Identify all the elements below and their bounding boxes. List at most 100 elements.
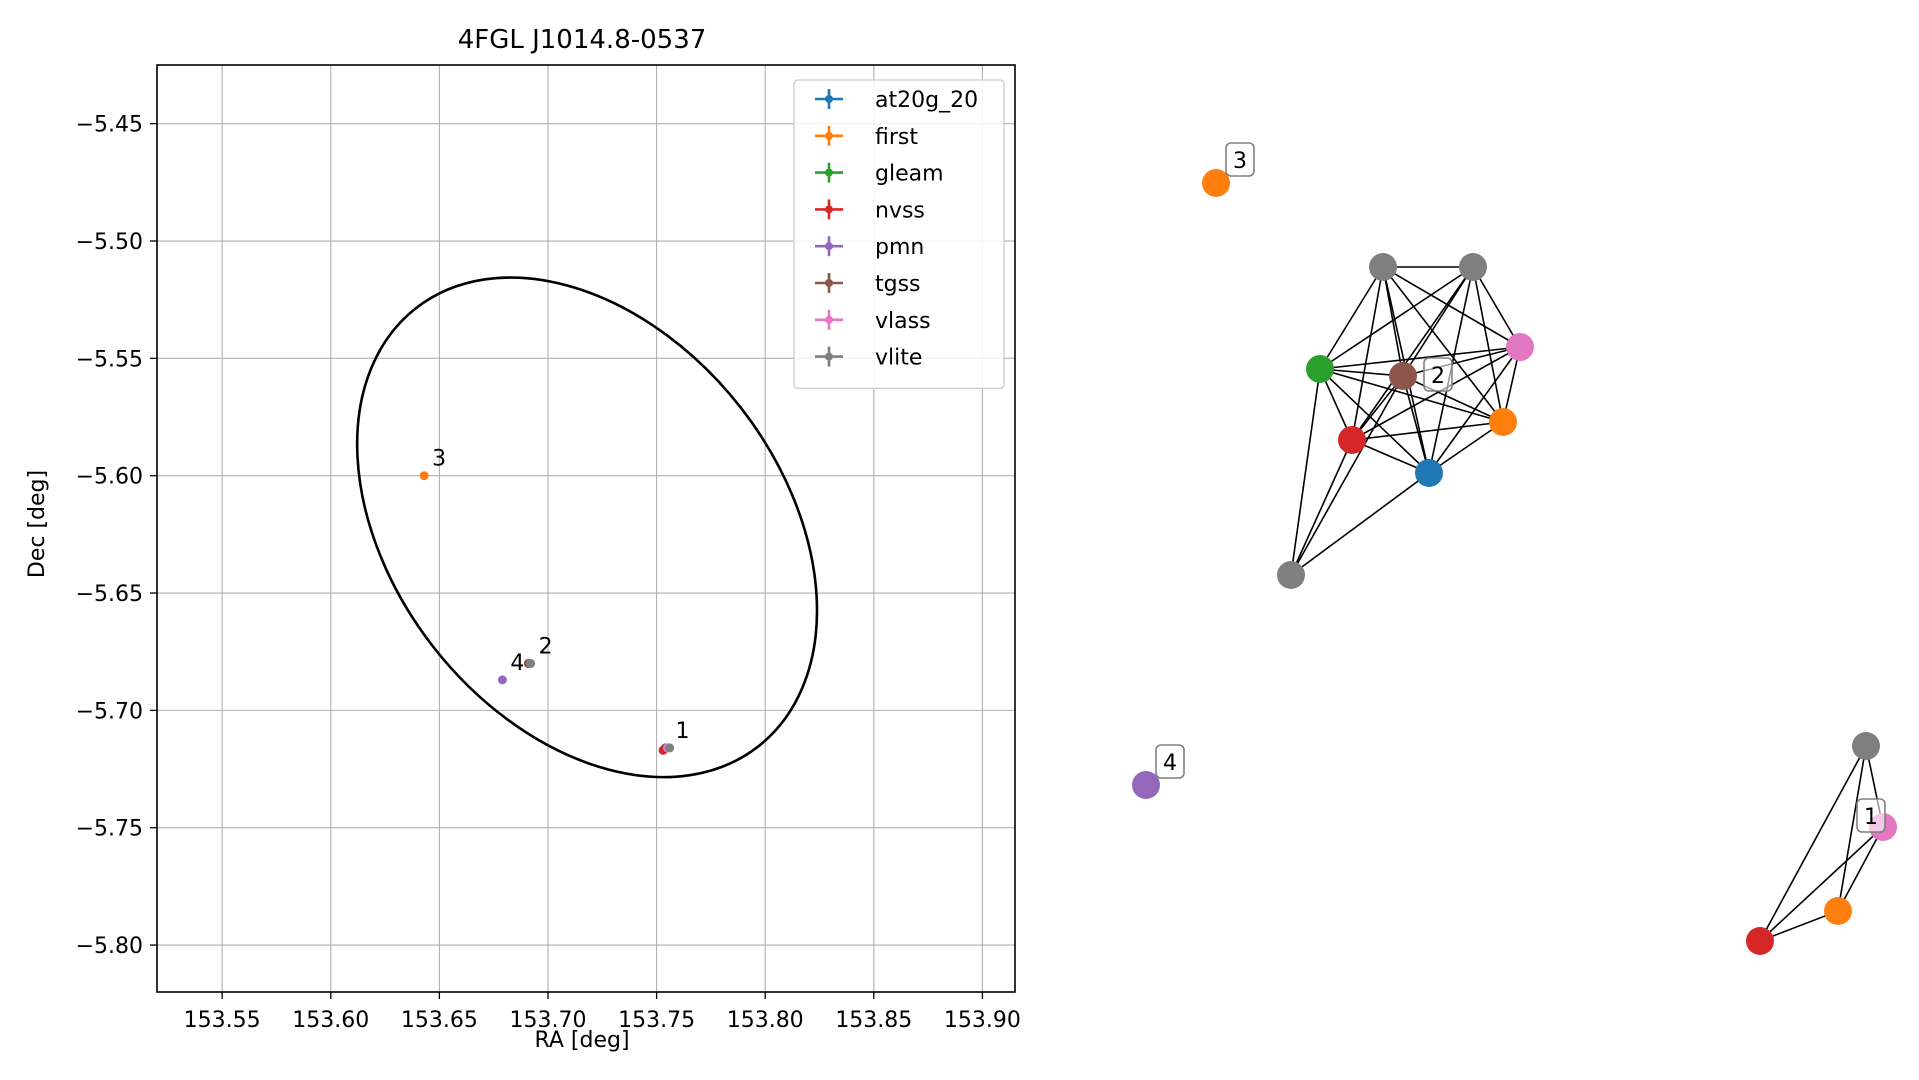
points-layer [419,471,675,755]
network-edge [1319,346,1521,370]
legend-label: vlass [875,309,931,334]
network-node [1277,561,1305,589]
network-edge [1351,346,1521,441]
network-edge [1319,266,1384,370]
network-edge [1759,745,1867,942]
network-edge [1290,375,1404,576]
network-label: 1 [1864,805,1878,830]
x-tick-label: 153.90 [944,1008,1021,1033]
network-edge [1319,266,1474,370]
network-node [1306,355,1334,383]
y-tick-label: −5.55 [76,347,143,372]
chart-title: 4FGL J1014.8-0537 [458,25,707,55]
point-annotation: 2 [539,634,553,659]
network-label-box [1856,798,1886,833]
legend-label: at20g_20 [875,88,978,113]
point-annotation: 1 [675,719,689,744]
network-edge [1837,745,1867,912]
network-node [1489,408,1517,436]
network-edge [1351,421,1504,441]
x-tick-label: 153.80 [727,1008,804,1033]
network-node [1459,253,1487,281]
network-label: 4 [1163,751,1177,776]
point-annotation: 4 [510,651,524,676]
network-edge [1428,346,1521,474]
network-edge [1472,266,1521,348]
legend-marker-dot [825,279,833,287]
network-node [1415,459,1443,487]
legend-marker-dot [825,95,833,103]
y-tick-label: −5.45 [76,113,143,138]
network-edge [1837,826,1884,912]
network-label-box [1225,142,1255,177]
x-tick-label: 153.65 [401,1008,478,1033]
network-edge [1290,472,1430,576]
legend-label: first [875,125,918,150]
legend-marker-dot [825,168,833,177]
legend-marker-dot [825,131,833,140]
network-node [1338,426,1366,454]
network-node [1202,169,1230,197]
plot-frame [156,64,1016,993]
network-edge [1290,439,1353,576]
network-node [1389,362,1417,390]
network-edge [1759,826,1884,942]
y-tick-label: −5.50 [76,230,143,255]
legend-marker-dot [825,242,833,251]
point-annotation: 3 [432,447,446,472]
network-edge [1382,266,1521,348]
network-edge [1319,368,1430,474]
legend-label: pmn [875,235,924,260]
legend-label: vlite [875,346,922,371]
network-label-box [1155,744,1185,779]
network-nodes [1132,169,1897,955]
y-tick-label: −5.65 [76,582,143,607]
x-tick-label: 153.55 [184,1008,261,1033]
network-node [1852,732,1880,760]
network-label: 2 [1431,364,1445,389]
network-edge [1351,266,1474,441]
y-tick-label: −5.70 [76,699,143,724]
legend-marker-dot [825,315,833,324]
network-diagram: 2 3 4 1 [1132,142,1897,955]
legend-label: gleam [875,162,944,187]
network-node [1369,253,1397,281]
y-tick-label: −5.60 [76,465,143,490]
error-ellipse-layer [355,276,819,779]
network-edge [1472,266,1504,423]
network-label-box [1423,357,1453,392]
x-axis-label: RA [deg] [534,1028,629,1053]
network-node [1746,927,1774,955]
annotations-layer: 1 2 3 4 [432,447,689,744]
network-edge [1402,375,1504,423]
grid [157,65,1015,992]
network-edge [1402,375,1430,474]
network-node [1506,333,1534,361]
y-tick-label: −5.75 [76,817,143,842]
x-tick-label: 153.70 [509,1008,586,1033]
legend-marker-dot [825,352,833,361]
x-ticks: 153.55 153.60 153.65 153.70 153.75 153.80 153.… [184,992,1021,1033]
x-tick-label: 153.75 [618,1008,695,1033]
y-axis-label: Dec [deg] [25,470,50,578]
network-edge [1351,266,1384,441]
network-edge [1402,346,1521,377]
point-vlite [526,658,536,668]
point-vlite [665,743,675,753]
x-tick-label: 153.85 [835,1008,912,1033]
error-ellipse [355,276,819,779]
legend-box [793,79,1005,390]
network-node [1132,771,1160,799]
network-edge [1290,368,1321,576]
legend-marker-dot [825,205,833,214]
y-ticks: −5.45 −5.50 −5.55 −5.60 −5.65 −5.70 −5.75 −5.80 [76,113,157,959]
network-label: 3 [1233,149,1247,174]
legend-label: nvss [875,198,925,223]
scatter-chart: 4FGL J1014.8-0537 1 2 3 4 153.55 153.60 153.6… [25,25,1021,1053]
network-node [1824,897,1852,925]
network-edges [1290,266,1884,942]
x-tick-label: 153.60 [292,1008,369,1033]
y-tick-label: −5.80 [76,934,143,959]
